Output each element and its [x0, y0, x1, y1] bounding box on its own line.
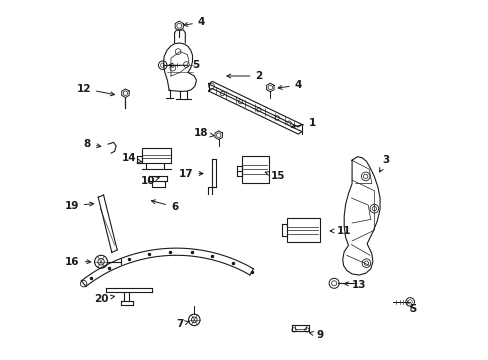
Text: 16: 16 — [65, 257, 91, 267]
Text: 18: 18 — [193, 129, 214, 138]
Text: 6: 6 — [151, 200, 178, 212]
Bar — [286, 219, 319, 242]
Bar — [142, 148, 171, 163]
Text: 5: 5 — [168, 60, 199, 70]
Text: 1: 1 — [291, 118, 316, 128]
Text: 13: 13 — [344, 280, 366, 290]
Bar — [241, 156, 268, 183]
Text: 9: 9 — [309, 330, 323, 340]
Text: 17: 17 — [179, 168, 203, 179]
Text: 7: 7 — [176, 319, 189, 329]
Text: 2: 2 — [226, 71, 262, 81]
Text: 5: 5 — [408, 304, 415, 314]
Text: 14: 14 — [122, 153, 142, 163]
Text: 8: 8 — [83, 139, 101, 149]
Text: 15: 15 — [264, 171, 285, 181]
Text: 4: 4 — [278, 80, 302, 90]
Text: 11: 11 — [329, 226, 351, 236]
Text: 20: 20 — [94, 294, 114, 304]
Text: 19: 19 — [64, 201, 93, 211]
Text: 10: 10 — [140, 176, 159, 186]
Text: 4: 4 — [183, 17, 205, 27]
Text: 3: 3 — [379, 155, 389, 172]
Text: 12: 12 — [76, 84, 114, 96]
